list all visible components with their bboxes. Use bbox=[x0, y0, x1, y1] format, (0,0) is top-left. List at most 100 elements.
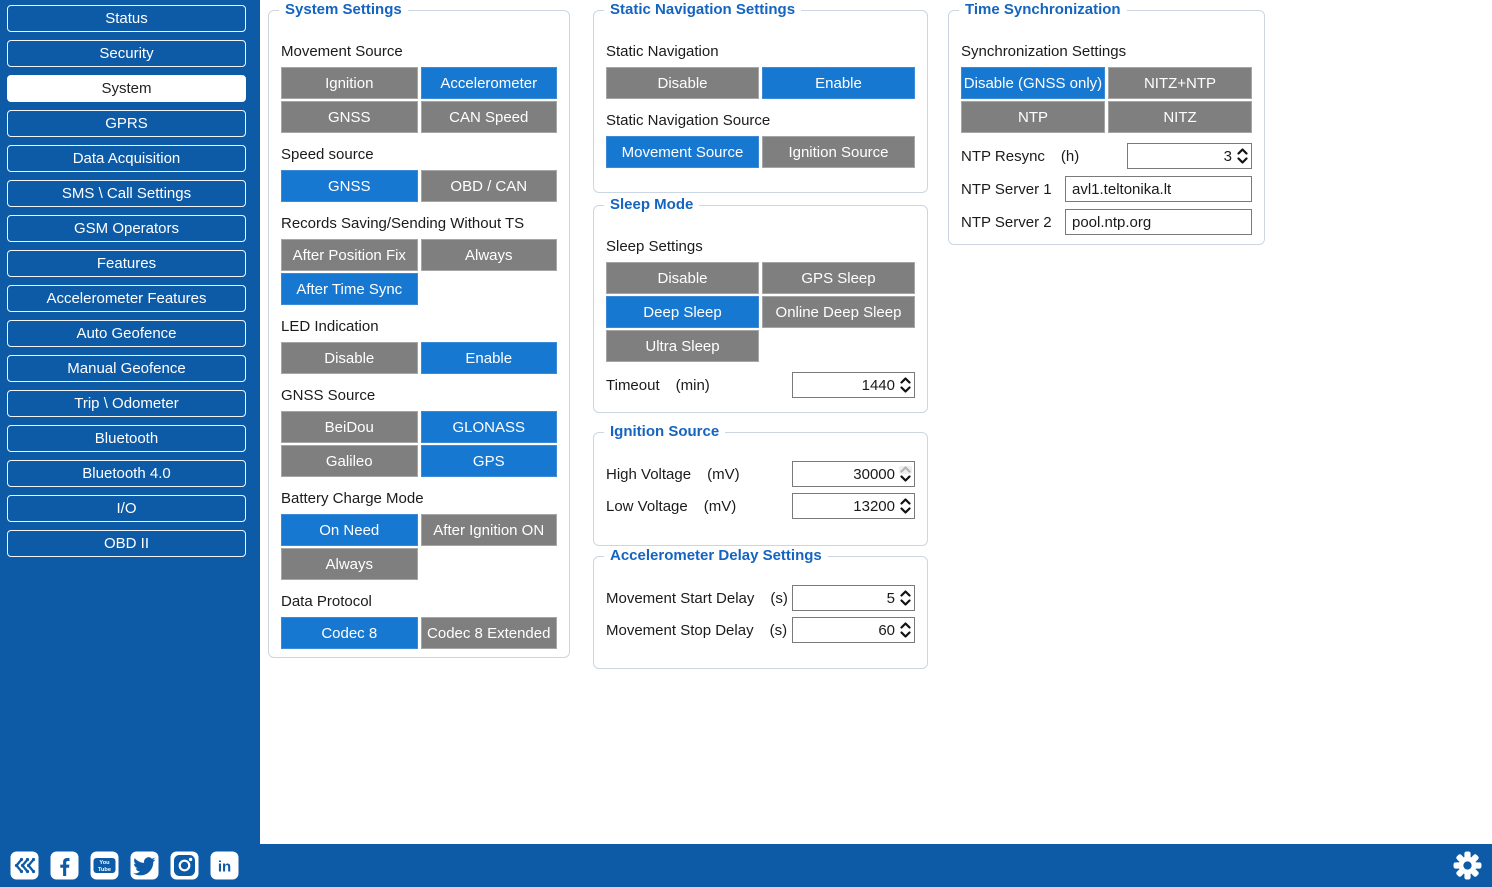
option-codec8-extended[interactable]: Codec 8 Extended bbox=[420, 617, 557, 649]
high-voltage-label: High Voltage bbox=[606, 465, 692, 483]
spinner-up-icon[interactable] bbox=[899, 377, 912, 385]
synchronization-settings-label: Synchronization Settings bbox=[961, 43, 1127, 60]
option-on-need[interactable]: On Need bbox=[281, 514, 418, 546]
collapse-back-icon[interactable] bbox=[10, 851, 39, 880]
option-galileo[interactable]: Galileo bbox=[281, 445, 418, 477]
svg-text:in: in bbox=[218, 859, 231, 876]
option-speed-gnss[interactable]: GNSS bbox=[281, 170, 418, 202]
option-after-ignition-on[interactable]: After Ignition ON bbox=[420, 514, 557, 546]
option-sleep-disable[interactable]: Disable bbox=[606, 262, 759, 294]
panel-title: Static Navigation Settings bbox=[604, 1, 802, 18]
ntp-server1-input[interactable] bbox=[1065, 176, 1252, 202]
spinner-up-icon[interactable] bbox=[899, 498, 912, 506]
sidebar-item-system[interactable]: System bbox=[7, 75, 246, 102]
sidebar-item-features[interactable]: Features bbox=[7, 250, 246, 277]
option-after-position-fix[interactable]: After Position Fix bbox=[281, 239, 418, 271]
movement-start-delay-input[interactable] bbox=[793, 589, 898, 607]
option-nitz[interactable]: NITZ bbox=[1108, 101, 1252, 133]
panel-title: Sleep Mode bbox=[604, 196, 700, 213]
option-gps-sleep[interactable]: GPS Sleep bbox=[762, 262, 915, 294]
social-links: You Tube in bbox=[10, 851, 239, 880]
sidebar-item-gsm-operators[interactable]: GSM Operators bbox=[7, 215, 246, 242]
movement-source-options: Ignition Accelerometer GNSS CAN Speed bbox=[281, 67, 557, 133]
ntp-resync-input[interactable] bbox=[1128, 147, 1235, 165]
youtube-icon[interactable]: You Tube bbox=[90, 851, 119, 880]
sidebar-item-manual-geofence[interactable]: Manual Geofence bbox=[7, 355, 246, 382]
movement-stop-delay-input[interactable] bbox=[793, 621, 898, 639]
sidebar-item-data-acquisition[interactable]: Data Acquisition bbox=[7, 145, 246, 172]
sleep-settings-options: Disable GPS Sleep Deep Sleep Online Deep… bbox=[606, 262, 915, 362]
option-beidou[interactable]: BeiDou bbox=[281, 411, 418, 443]
static-navigation-options: Disable Enable bbox=[606, 67, 915, 99]
instagram-icon[interactable] bbox=[170, 851, 199, 880]
option-ntp[interactable]: NTP bbox=[961, 101, 1105, 133]
option-codec8[interactable]: Codec 8 bbox=[281, 617, 418, 649]
facebook-icon[interactable] bbox=[50, 851, 79, 880]
option-staticnav-disable[interactable]: Disable bbox=[606, 67, 759, 99]
sidebar-item-sms-call-settings[interactable]: SMS \ Call Settings bbox=[7, 180, 246, 207]
option-obd-can[interactable]: OBD / CAN bbox=[420, 170, 557, 202]
sidebar-item-bluetooth[interactable]: Bluetooth bbox=[7, 425, 246, 452]
sidebar-item-security[interactable]: Security bbox=[7, 40, 246, 67]
timeout-label: Timeout bbox=[606, 376, 660, 394]
option-sync-disable-gnss-only[interactable]: Disable (GNSS only) bbox=[961, 67, 1105, 99]
ntp-resync-row: NTP Resync (h) bbox=[961, 143, 1252, 169]
low-voltage-input[interactable] bbox=[793, 497, 898, 515]
settings-gear-icon[interactable] bbox=[1453, 851, 1482, 880]
movement-stop-delay-row: Movement Stop Delay (s) bbox=[606, 617, 915, 643]
option-led-enable[interactable]: Enable bbox=[420, 342, 557, 374]
option-battery-always[interactable]: Always bbox=[281, 548, 418, 580]
ntp-server1-row: NTP Server 1 bbox=[961, 176, 1252, 202]
sidebar-item-io[interactable]: I/O bbox=[7, 495, 246, 522]
panel-title: Accelerometer Delay Settings bbox=[604, 547, 828, 564]
movement-start-delay-spinner bbox=[792, 585, 915, 611]
spinner-up-icon[interactable] bbox=[1236, 148, 1249, 156]
sidebar-item-trip-odometer[interactable]: Trip \ Odometer bbox=[7, 390, 246, 417]
linkedin-icon[interactable]: in bbox=[210, 851, 239, 880]
spinner-down-icon[interactable] bbox=[899, 507, 912, 515]
spinner-up-icon[interactable] bbox=[898, 465, 912, 474]
sidebar-item-auto-geofence[interactable]: Auto Geofence bbox=[7, 320, 246, 347]
option-nitz-ntp[interactable]: NITZ+NTP bbox=[1108, 67, 1252, 99]
high-voltage-row: High Voltage (mV) bbox=[606, 461, 915, 487]
spinner-down-icon[interactable] bbox=[899, 599, 912, 607]
option-deep-sleep[interactable]: Deep Sleep bbox=[606, 296, 759, 328]
spinner-up-icon[interactable] bbox=[899, 590, 912, 598]
movement-source-label: Movement Source bbox=[281, 43, 403, 60]
sidebar-item-obd-ii[interactable]: OBD II bbox=[7, 530, 246, 557]
option-after-time-sync[interactable]: After Time Sync bbox=[281, 273, 418, 305]
option-always-ts[interactable]: Always bbox=[420, 239, 557, 271]
option-glonass[interactable]: GLONASS bbox=[420, 411, 557, 443]
spinner-up-icon[interactable] bbox=[899, 622, 912, 630]
twitter-icon[interactable] bbox=[130, 851, 159, 880]
option-ignition[interactable]: Ignition bbox=[281, 67, 418, 99]
low-voltage-spinner bbox=[792, 493, 915, 519]
option-online-deep-sleep[interactable]: Online Deep Sleep bbox=[762, 296, 915, 328]
sidebar-item-status[interactable]: Status bbox=[7, 5, 246, 32]
sidebar-item-gprs[interactable]: GPRS bbox=[7, 110, 246, 137]
movement-stop-delay-spinner bbox=[792, 617, 915, 643]
option-gnss[interactable]: GNSS bbox=[281, 101, 418, 133]
spinner-down-icon[interactable] bbox=[899, 475, 912, 483]
high-voltage-unit: (mV) bbox=[707, 465, 740, 483]
spinner-down-icon[interactable] bbox=[899, 631, 912, 639]
spinner-down-icon[interactable] bbox=[899, 386, 912, 394]
spinner-down-icon[interactable] bbox=[1236, 157, 1249, 165]
panel-system-settings: System Settings Movement Source Ignition… bbox=[268, 1, 570, 658]
ntp-server2-input[interactable] bbox=[1065, 209, 1252, 235]
option-ignition-source[interactable]: Ignition Source bbox=[762, 136, 915, 168]
panel-title: Time Synchronization bbox=[959, 1, 1127, 18]
high-voltage-input[interactable] bbox=[793, 465, 898, 483]
option-ultra-sleep[interactable]: Ultra Sleep bbox=[606, 330, 759, 362]
option-movement-source[interactable]: Movement Source bbox=[606, 136, 759, 168]
timeout-input[interactable] bbox=[793, 376, 898, 394]
option-staticnav-enable[interactable]: Enable bbox=[762, 67, 915, 99]
option-accelerometer[interactable]: Accelerometer bbox=[420, 67, 557, 99]
static-navigation-source-options: Movement Source Ignition Source bbox=[606, 136, 915, 168]
option-gps[interactable]: GPS bbox=[420, 445, 557, 477]
option-can-speed[interactable]: CAN Speed bbox=[420, 101, 557, 133]
sidebar-item-accelerometer-features[interactable]: Accelerometer Features bbox=[7, 285, 246, 312]
ntp-server1-label: NTP Server 1 bbox=[961, 180, 1052, 198]
sidebar-item-bluetooth-40[interactable]: Bluetooth 4.0 bbox=[7, 460, 246, 487]
option-led-disable[interactable]: Disable bbox=[281, 342, 418, 374]
